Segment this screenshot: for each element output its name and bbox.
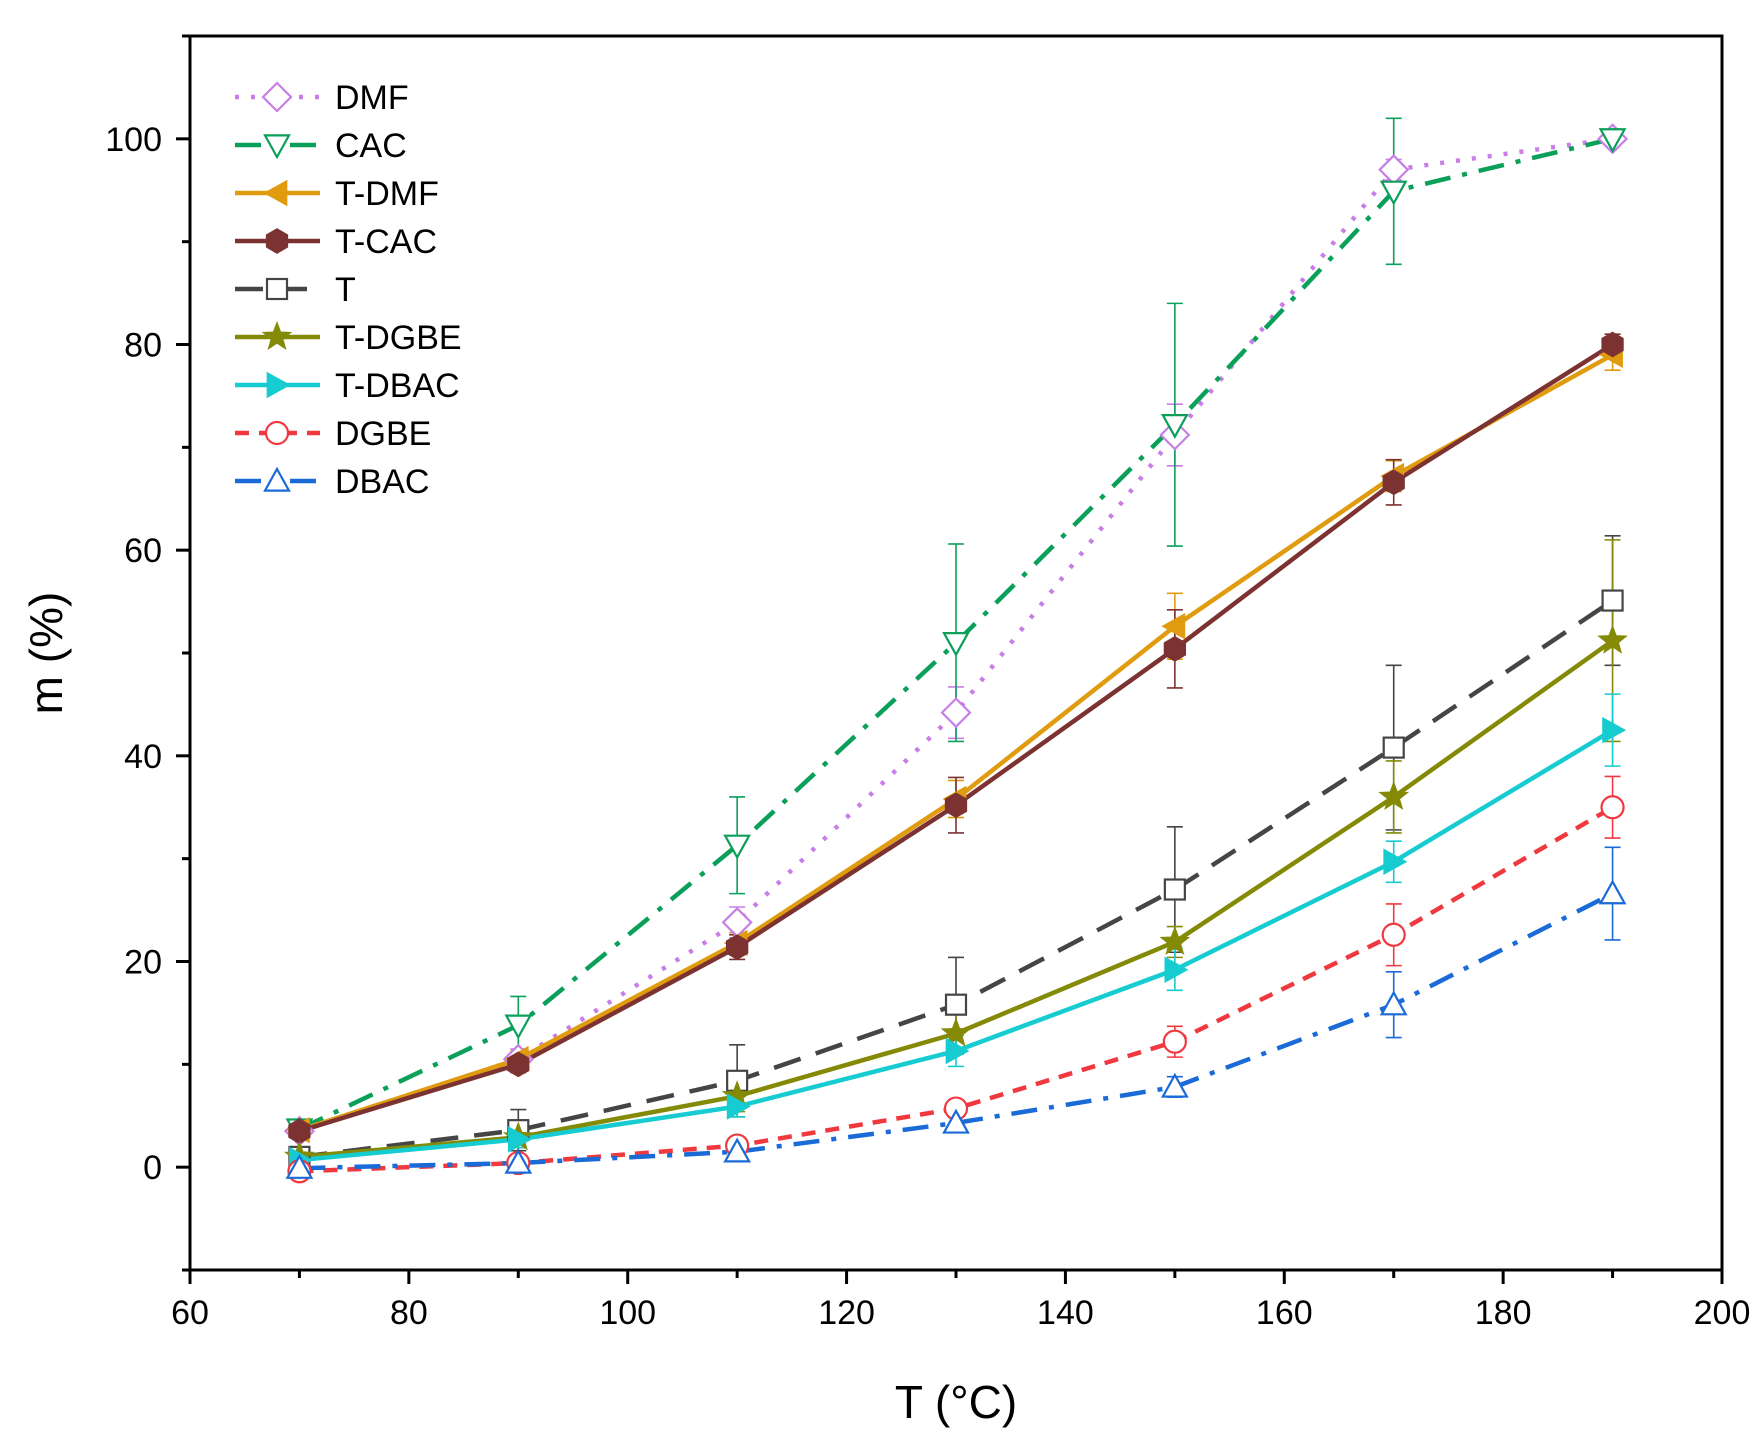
x-tick-label: 180 xyxy=(1475,1294,1532,1332)
data-point-t-cac xyxy=(1382,469,1405,496)
legend-label: T-DGBE xyxy=(335,319,462,357)
x-tick-label: 100 xyxy=(599,1294,656,1332)
data-point-cac xyxy=(1379,180,1408,206)
legend-marker xyxy=(261,81,293,113)
data-point-dbac xyxy=(504,1148,533,1174)
legend-marker xyxy=(263,134,291,160)
legend-marker xyxy=(263,466,291,492)
data-point-t-dgbe xyxy=(1378,780,1410,811)
data-point-cac xyxy=(504,1014,533,1040)
data-point-dbac xyxy=(1160,1072,1189,1098)
legend-marker xyxy=(261,320,293,351)
legend-label: T xyxy=(335,271,356,309)
x-tick-label: 60 xyxy=(171,1294,209,1332)
data-point-t-dbac xyxy=(507,1126,532,1153)
data-point-cac xyxy=(723,834,752,860)
legend-item-t: T xyxy=(235,271,356,309)
data-point-t-cac xyxy=(1601,331,1624,358)
legend-label: DMF xyxy=(335,79,409,117)
data-point-t-dbac xyxy=(945,1037,970,1065)
legend-marker xyxy=(266,371,291,399)
data-point-t-dbac xyxy=(1164,956,1189,984)
data-point-cac xyxy=(1598,128,1627,154)
legend-item-t-dmf: T-DMF xyxy=(235,175,439,213)
legend-label: CAC xyxy=(335,127,407,165)
data-point-t-cac xyxy=(726,934,749,960)
data-point-dgbe xyxy=(1162,1029,1187,1054)
legend-label: DGBE xyxy=(335,415,431,453)
x-tick-label: 120 xyxy=(818,1294,875,1332)
data-point-t xyxy=(944,993,968,1016)
y-tick-label: 40 xyxy=(124,738,162,776)
data-point-dbac xyxy=(1598,879,1627,905)
y-tick-label: 80 xyxy=(124,327,162,365)
legend-item-dgbe: DGBE xyxy=(235,415,431,453)
data-point-cac xyxy=(942,632,970,657)
data-point-t xyxy=(1382,736,1405,759)
data-point-t-dbac xyxy=(726,1093,751,1120)
data-point-t-cac xyxy=(944,792,968,819)
data-point-t-dgbe xyxy=(940,1017,972,1047)
legend-item-cac: CAC xyxy=(235,127,407,165)
legend-item-t-dbac: T-DBAC xyxy=(235,367,460,405)
legend: DMF CAC T-DMF T-CAC T T-DGBE T-DBAC DGBE DBAC xyxy=(235,79,462,501)
data-point-dbac xyxy=(942,1108,970,1134)
data-point-t-dgbe xyxy=(1597,624,1628,654)
legend-item-dbac: DBAC xyxy=(235,463,429,501)
x-tick-label: 80 xyxy=(390,1294,428,1332)
axis-ticks: 60 80 100 120 140 160 180 200 0 20 40 60 80 100 xyxy=(105,34,1751,1332)
legend-item-t-cac: T-CAC xyxy=(235,223,437,261)
legend-item-dmf: DMF xyxy=(235,79,409,117)
data-point-t-dbac xyxy=(1602,716,1627,744)
legend-item-t-dgbe: T-DGBE xyxy=(235,319,462,357)
x-tick-label: 200 xyxy=(1694,1294,1751,1332)
legend-marker xyxy=(264,420,290,446)
y-tick-label: 0 xyxy=(143,1149,162,1187)
data-point-dgbe xyxy=(1381,922,1406,947)
data-point-dbac xyxy=(1379,990,1408,1016)
series-markers xyxy=(283,123,1629,1184)
x-axis-title: T (°C) xyxy=(895,1376,1017,1428)
y-tick-label: 100 xyxy=(105,121,162,159)
legend-label: T-DMF xyxy=(335,175,439,213)
data-point-t-cac xyxy=(507,1051,530,1078)
data-point-cac xyxy=(1160,414,1189,439)
data-point-t-dgbe xyxy=(1159,925,1191,956)
data-point-t-dmf xyxy=(1161,612,1186,640)
legend-label: DBAC xyxy=(335,463,429,501)
legend-marker xyxy=(263,179,288,207)
data-point-t-cac xyxy=(288,1118,311,1145)
legend-marker xyxy=(265,277,289,301)
data-point-dbac xyxy=(285,1153,314,1179)
legend-label: T-CAC xyxy=(335,223,437,261)
data-point-dgbe xyxy=(1600,795,1625,820)
y-tick-label: 60 xyxy=(124,532,162,570)
legend-label: T-DBAC xyxy=(335,367,460,405)
legend-marker xyxy=(265,228,289,254)
y-tick-label: 20 xyxy=(124,944,162,982)
x-tick-label: 160 xyxy=(1256,1294,1313,1332)
data-point-t xyxy=(1601,589,1624,612)
data-point-t-cac xyxy=(1163,636,1186,662)
y-axis-title: m (%) xyxy=(20,592,72,715)
data-point-t-dbac xyxy=(1383,848,1408,876)
x-tick-label: 140 xyxy=(1037,1294,1094,1332)
data-point-dbac xyxy=(723,1137,752,1163)
data-point-t xyxy=(1163,878,1186,901)
data-point-dmf xyxy=(940,697,972,729)
